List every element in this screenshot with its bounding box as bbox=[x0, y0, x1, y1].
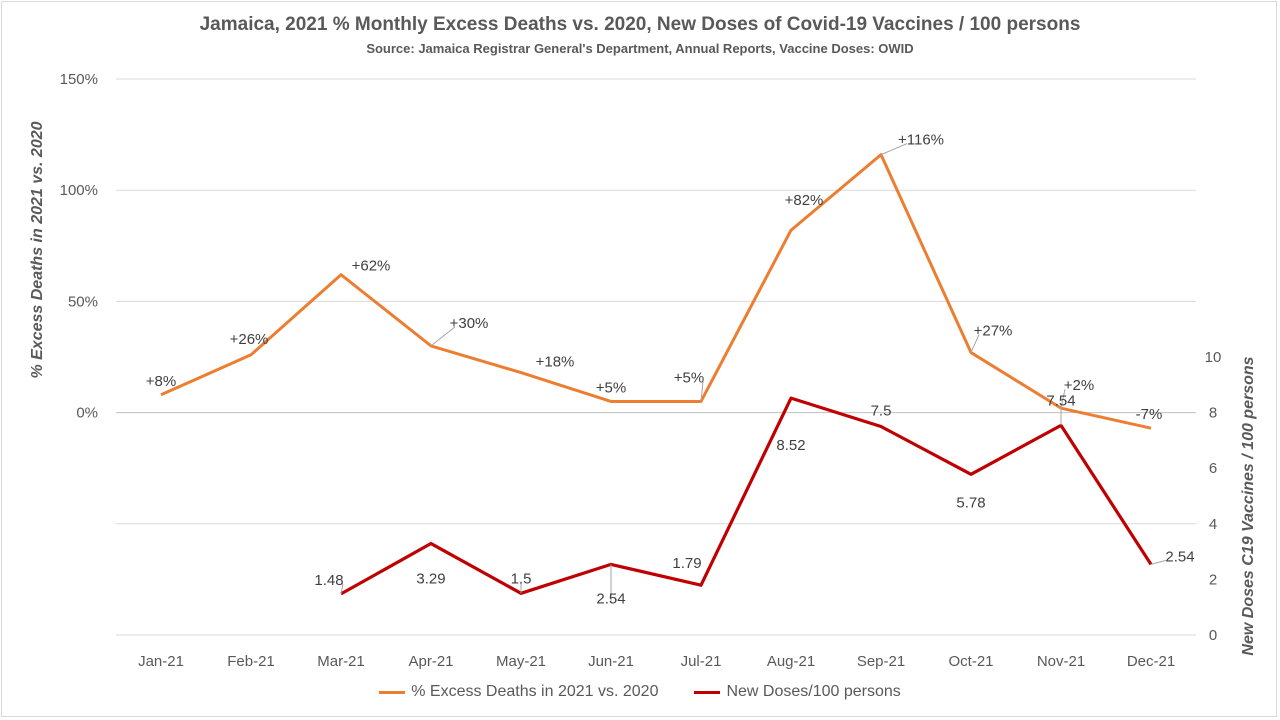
x-tick-label: Aug-21 bbox=[767, 653, 815, 670]
legend-swatch-excess-deaths bbox=[379, 690, 406, 694]
y-tick-label: 50% bbox=[68, 293, 98, 310]
x-tick-label: Apr-21 bbox=[408, 653, 453, 670]
data-label: 2.54 bbox=[596, 590, 625, 607]
data-label: +18% bbox=[536, 354, 575, 371]
x-tick-label: Oct-21 bbox=[948, 653, 993, 670]
x-tick-label: Nov-21 bbox=[1037, 653, 1085, 670]
y2-tick-label: 8 bbox=[1209, 405, 1217, 422]
label-leader-line bbox=[340, 583, 344, 594]
data-label: +30% bbox=[450, 315, 489, 332]
y2-tick-label: 4 bbox=[1209, 516, 1217, 533]
y-axis-title: % Excess Deaths in 2021 vs. 2020 bbox=[29, 121, 46, 378]
y-tick-label: 0% bbox=[76, 405, 98, 422]
x-tick-label: May-21 bbox=[496, 653, 546, 670]
data-label: +5% bbox=[596, 379, 626, 396]
y2-tick-label: 10 bbox=[1205, 349, 1222, 366]
legend-swatch-new-doses bbox=[694, 690, 721, 694]
legend-label-new-doses: New Doses/100 persons bbox=[726, 683, 901, 700]
y2-tick-label: 6 bbox=[1209, 460, 1217, 477]
data-label: +2% bbox=[1064, 377, 1094, 394]
chart-title: Jamaica, 2021 % Monthly Excess Deaths vs… bbox=[199, 14, 1081, 35]
y2-axis-title: New Doses C19 Vaccines / 100 persons bbox=[1240, 356, 1257, 655]
series-line-new-doses bbox=[340, 396, 1153, 596]
y-tick-label: 150% bbox=[60, 71, 98, 88]
chart-subtitle: Source: Jamaica Registrar General's Depa… bbox=[366, 41, 914, 56]
x-tick-label: Mar-21 bbox=[317, 653, 365, 670]
legend-item-new-doses: New Doses/100 persons bbox=[694, 683, 901, 701]
data-label: 8.52 bbox=[776, 437, 805, 454]
x-tick-label: Dec-21 bbox=[1127, 653, 1175, 670]
label-leader-line bbox=[700, 381, 704, 402]
data-label: 1.48 bbox=[314, 572, 343, 589]
y2-tick-label: 2 bbox=[1209, 571, 1217, 588]
legend-label-excess-deaths: % Excess Deaths in 2021 vs. 2020 bbox=[411, 683, 659, 700]
label-leader-line bbox=[1150, 559, 1167, 565]
x-tick-label: Feb-21 bbox=[227, 653, 275, 670]
data-label: +26% bbox=[230, 331, 269, 348]
x-tick-label: Jan-21 bbox=[138, 653, 184, 670]
data-label: 3.29 bbox=[416, 571, 445, 588]
label-leader-line bbox=[430, 326, 456, 347]
data-label: +62% bbox=[352, 258, 391, 275]
data-label: +5% bbox=[674, 369, 704, 386]
x-tick-label: Jul-21 bbox=[681, 653, 722, 670]
data-label: 7.5 bbox=[871, 403, 892, 420]
data-label: +82% bbox=[785, 192, 824, 209]
legend: % Excess Deaths in 2021 vs. 2020 New Dos… bbox=[0, 683, 1280, 701]
y-tick-label: 100% bbox=[60, 182, 98, 199]
data-label: 2.54 bbox=[1165, 548, 1194, 565]
data-label: -7% bbox=[1136, 406, 1163, 423]
data-label: 1.79 bbox=[672, 555, 701, 572]
data-label: 1.5 bbox=[511, 570, 532, 587]
x-tick-label: Jun-21 bbox=[588, 653, 634, 670]
data-label: +27% bbox=[974, 323, 1013, 340]
data-label: 5.78 bbox=[956, 494, 985, 511]
series-line-excess-deaths bbox=[160, 153, 1152, 430]
label-leader-line bbox=[880, 143, 908, 156]
label-leader-line bbox=[970, 334, 980, 353]
data-label: +8% bbox=[146, 373, 176, 390]
data-label: 7.54 bbox=[1046, 392, 1075, 409]
legend-item-excess-deaths: % Excess Deaths in 2021 vs. 2020 bbox=[379, 683, 658, 701]
y2-tick-label: 0 bbox=[1209, 627, 1217, 644]
data-label: +116% bbox=[898, 132, 944, 149]
label-leader-line bbox=[1060, 389, 1066, 409]
x-tick-label: Sep-21 bbox=[857, 653, 905, 670]
